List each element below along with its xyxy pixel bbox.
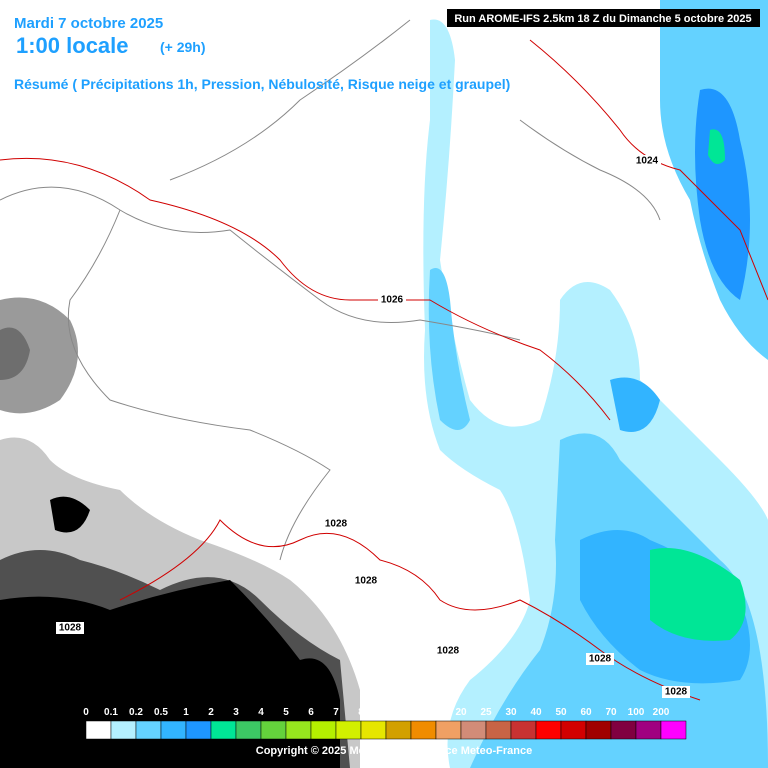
border	[0, 186, 521, 341]
isobar-label-bg	[633, 155, 661, 167]
isobar-label-bg	[434, 645, 462, 657]
date: Mardi 7 octobre 2025	[14, 15, 163, 32]
rain-area	[708, 129, 725, 164]
isobar-label-bg	[662, 686, 690, 698]
legend-swatch	[260, 720, 287, 740]
borders	[0, 19, 661, 561]
legend-swatch	[460, 720, 487, 740]
rain-area	[650, 548, 746, 641]
legend-label: 0	[83, 707, 89, 718]
legend-swatch	[110, 720, 137, 740]
legend-label: 8	[358, 707, 364, 718]
isobar-label-bg	[56, 622, 84, 634]
legend-swatch	[210, 720, 237, 740]
isobar-line	[119, 519, 701, 701]
legend-swatch	[435, 720, 462, 740]
border	[169, 19, 661, 221]
isobars	[0, 39, 768, 701]
isobar-label: 1028	[589, 654, 612, 665]
cloud-cover	[0, 297, 360, 768]
legend-swatch	[335, 720, 362, 740]
legend-swatch	[485, 720, 512, 740]
time: 1:00 locale	[16, 33, 129, 58]
isobar-label-bg	[378, 294, 406, 306]
legend-swatch	[185, 720, 212, 740]
legend-label: 5	[283, 707, 289, 718]
legend-swatch	[410, 720, 437, 740]
legend-swatch	[235, 720, 262, 740]
legend-swatch	[285, 720, 312, 740]
legend-label: 0.1	[104, 707, 118, 718]
copyright: Copyright © 2025 Meteociel.fr - Source M…	[256, 745, 532, 757]
cloud	[0, 327, 30, 380]
run-info: Run AROME-IFS 2.5km 18 Z du Dimanche 5 o…	[454, 13, 751, 25]
legend-swatch	[160, 720, 187, 740]
legend: 0 0.1 0.2 0.5 1 2 3 4 5 6 7 8 9 10 15 20 25 30 40 50 60 70 100…	[83, 707, 687, 740]
isobar-label: 1028	[59, 623, 82, 634]
legend-label: 0.5	[154, 707, 168, 718]
legend-swatch	[610, 720, 637, 740]
precipitation	[423, 0, 768, 768]
legend-swatch	[85, 720, 112, 740]
legend-label: 0.2	[129, 707, 143, 718]
subtitle: Résumé ( Précipitations 1h, Pression, Né…	[14, 76, 510, 92]
isobar-label: 1024	[636, 156, 659, 167]
isobar-label-bg	[322, 518, 350, 530]
legend-label: 1	[183, 707, 189, 718]
legend-label: 200	[653, 707, 670, 718]
legend-swatch	[660, 720, 687, 740]
legend-label: 2	[208, 707, 214, 718]
legend-label: 25	[480, 707, 492, 718]
rain-area	[428, 268, 470, 430]
legend-label: 70	[605, 707, 617, 718]
isobar-line	[0, 157, 611, 421]
legend-swatch	[635, 720, 662, 740]
offset: (+ 29h)	[160, 39, 206, 55]
legend-swatch	[385, 720, 412, 740]
legend-label: 4	[258, 707, 264, 718]
cloud	[0, 297, 78, 414]
legend-label: 7	[333, 707, 339, 718]
rain-area	[610, 377, 660, 432]
legend-swatch	[510, 720, 537, 740]
legend-label: 3	[233, 707, 239, 718]
legend-label: 10	[405, 707, 417, 718]
isobar-label: 1026	[381, 295, 404, 306]
legend-label: 100	[628, 707, 645, 718]
legend-label: 9	[383, 707, 389, 718]
isobar-label: 1028	[325, 519, 348, 530]
legend-label: 40	[530, 707, 542, 718]
legend-label: 30	[505, 707, 517, 718]
legend-label: 20	[455, 707, 467, 718]
legend-label: 6	[308, 707, 314, 718]
legend-swatch	[535, 720, 562, 740]
legend-label: 60	[580, 707, 592, 718]
isobar-label: 1028	[437, 646, 460, 657]
legend-swatch	[560, 720, 587, 740]
legend-swatch	[135, 720, 162, 740]
isobar-label: 1028	[665, 687, 688, 698]
isobar-label-bg	[586, 653, 614, 665]
rain-area	[695, 88, 750, 300]
legend-swatch	[585, 720, 612, 740]
legend-label: 15	[430, 707, 442, 718]
isobar-line	[529, 39, 768, 301]
run-box	[447, 9, 760, 27]
legend-swatch	[310, 720, 337, 740]
legend-swatch	[360, 720, 387, 740]
isobar-labels: 1024 1026 1028 1028 1028 1028 1028 1028	[56, 155, 690, 698]
isobar-label-bg	[352, 575, 380, 587]
border	[67, 209, 331, 561]
legend-label: 50	[555, 707, 567, 718]
isobar-label: 1028	[355, 576, 378, 587]
cloud	[50, 496, 90, 533]
